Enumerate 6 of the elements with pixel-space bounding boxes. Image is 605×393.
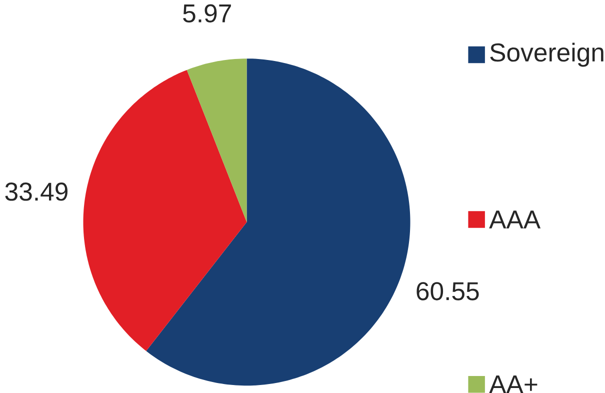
legend-label: Sovereign: [490, 42, 604, 67]
data-label: 5.97: [183, 4, 231, 22]
legend-label: AAA: [489, 210, 541, 228]
legend-label: AA+: [489, 375, 538, 393]
data-label: 33.49: [5, 182, 68, 201]
data-label: 60.55: [416, 282, 479, 300]
